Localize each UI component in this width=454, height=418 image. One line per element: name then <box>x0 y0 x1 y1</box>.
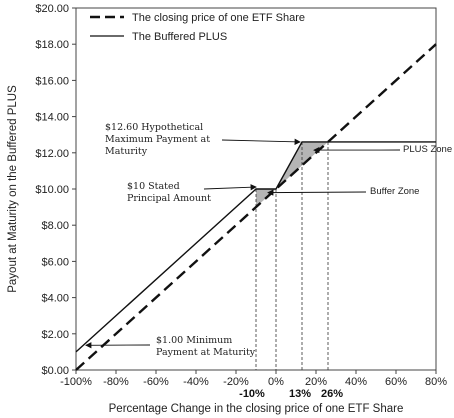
marker-tick-label: -10% <box>239 388 265 400</box>
y-tick-label: $4.00 <box>41 293 69 305</box>
y-tick-label: $10.00 <box>35 184 69 196</box>
plus-zone-area <box>276 141 328 189</box>
y-tick-label: $0.00 <box>41 365 69 377</box>
legend-entry-etf: The closing price of one ETF Share <box>132 12 305 24</box>
x-tick-label: -100% <box>60 376 92 388</box>
y-tick-label: $8.00 <box>41 220 69 232</box>
annotation-principal: $10 Stated <box>127 181 180 192</box>
annotation-buffer-zone-arrow <box>267 189 367 196</box>
annotation-max-payment: $12.60 Hypothetical <box>105 122 203 133</box>
x-tick-label: -80% <box>103 376 129 388</box>
y-tick-label: $12.00 <box>35 148 69 160</box>
series-lines <box>75 43 437 371</box>
x-tick-label: 20% <box>305 376 327 388</box>
annotation-max-payment-arrow <box>221 138 301 145</box>
x-tick-label: 40% <box>345 376 367 388</box>
y-tick-label: $2.00 <box>41 329 69 341</box>
x-axis-title: Percentage Change in the closing price o… <box>109 403 404 415</box>
series-line-buffered-plus <box>75 141 436 353</box>
y-tick-label: $20.00 <box>35 3 69 15</box>
marker-tick-labels: -10% 13% 26% <box>239 388 343 400</box>
x-tick-label: -20% <box>223 376 249 388</box>
y-tick-label: $18.00 <box>35 39 69 51</box>
x-tick-label: 60% <box>385 376 407 388</box>
series-line-etf <box>75 43 437 371</box>
annotation-buffer-zone: Buffer Zone <box>370 186 419 197</box>
x-tick-label: 80% <box>425 376 447 388</box>
y-tick-label: $14.00 <box>35 112 69 124</box>
marker-tick-label: 13% <box>289 388 311 400</box>
legend-entry-plus: The Buffered PLUS <box>132 31 227 43</box>
annotation-max-payment: Maximum Payment at <box>105 134 210 145</box>
annotation-minimum-payment: Payment at Maturity <box>156 347 256 358</box>
annotation-principal-arrow <box>203 184 257 191</box>
legend: The closing price of one ETF Share The B… <box>90 12 305 43</box>
axis-ticks: $0.00 $2.00 $4.00 $6.00 $8.00 $10.00 $12.00 $14… <box>35 3 447 388</box>
annotation-principal: Principal Amount <box>127 193 211 204</box>
x-tick-label: -40% <box>183 376 209 388</box>
zone-guide-lines <box>255 141 329 370</box>
marker-tick-label: 26% <box>321 388 343 400</box>
y-tick-label: $6.00 <box>41 256 69 268</box>
annotation-plus-zone: PLUS Zone <box>403 144 452 155</box>
y-axis-title: Payout at Maturity on the Buffered PLUS <box>7 85 19 293</box>
x-tick-label: 0% <box>268 376 284 388</box>
x-tick-label: -60% <box>143 376 169 388</box>
y-tick-label: $16.00 <box>35 75 69 87</box>
annotation-minimum-payment: $1.00 Minimum <box>156 335 232 346</box>
annotation-max-payment: Maturity <box>105 146 148 157</box>
